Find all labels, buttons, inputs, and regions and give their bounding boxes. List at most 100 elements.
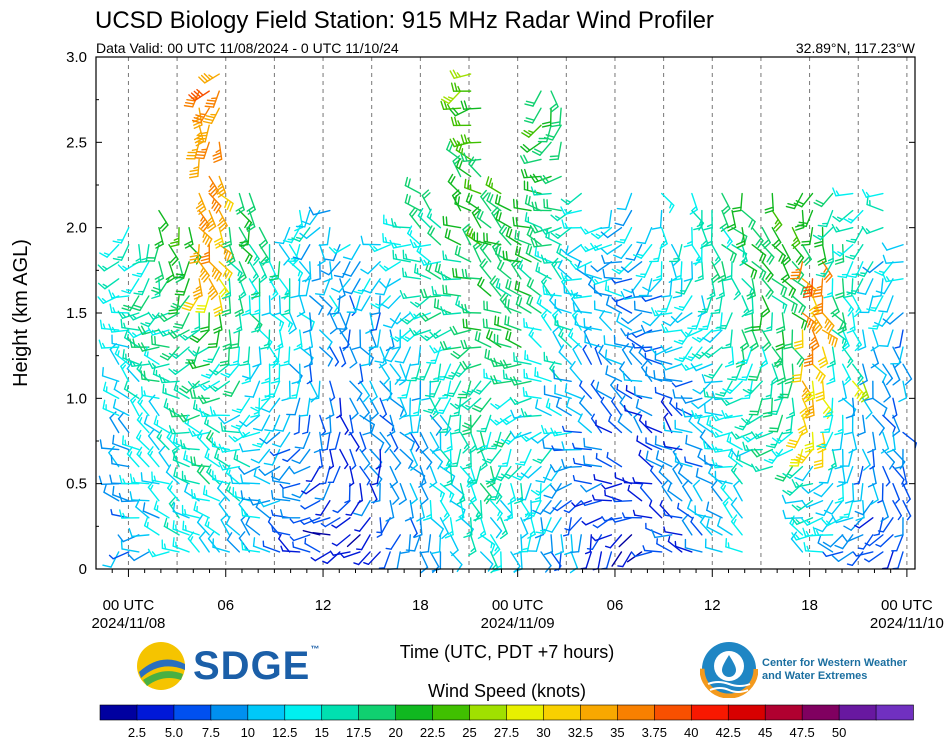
- wind-barb: [287, 380, 301, 399]
- wind-barb: [751, 261, 767, 281]
- wind-barb: [828, 448, 837, 471]
- wind-barb: [685, 434, 703, 451]
- wind-barb: [406, 225, 422, 246]
- wind-barb: [814, 226, 824, 248]
- wind-barb: [714, 470, 733, 485]
- wind-barb: [288, 261, 304, 282]
- wind-barb: [218, 497, 231, 519]
- wind-barb: [477, 431, 492, 450]
- wind-barb: [101, 366, 120, 382]
- wind-barb: [440, 271, 462, 281]
- wind-barb: [600, 244, 623, 255]
- wind-barb: [409, 517, 418, 538]
- wind-barb: [836, 465, 846, 488]
- wind-barb: [429, 448, 444, 470]
- wind-barb: [246, 192, 256, 215]
- wind-barb: [543, 124, 562, 141]
- wind-barb: [699, 429, 713, 451]
- wind-barb: [133, 278, 150, 296]
- wind-barb: [174, 278, 190, 296]
- wind-barb: [237, 261, 247, 284]
- wind-barb: [274, 414, 291, 432]
- wind-barb: [535, 465, 552, 483]
- wind-barb: [262, 540, 281, 553]
- wind-barb: [103, 483, 120, 502]
- wind-barb: [426, 208, 442, 229]
- wind-barb: [539, 226, 562, 235]
- wind-barb: [196, 463, 210, 485]
- x-tick-label: 18: [412, 597, 429, 614]
- wind-barb: [319, 329, 333, 350]
- wind-barb: [180, 439, 200, 451]
- wind-barb: [614, 209, 633, 227]
- wind-barb: [781, 494, 804, 504]
- wind-barb: [349, 346, 358, 369]
- wind-barb: [692, 479, 703, 502]
- wind-barb: [730, 431, 753, 440]
- sdge-logo-text: SDGE: [193, 644, 311, 688]
- wind-barb: [750, 431, 773, 440]
- wind-barb: [715, 278, 725, 300]
- wind-barb: [198, 261, 210, 283]
- wind-barb: [261, 397, 281, 413]
- wind-barb: [504, 315, 522, 331]
- wind-barb: [741, 295, 750, 318]
- wind-barb: [722, 261, 733, 282]
- wind-barb: [473, 231, 492, 246]
- wind-barb: [864, 534, 884, 547]
- wind-barb: [550, 209, 572, 222]
- wind-barb: [620, 328, 643, 337]
- wind-barb: [789, 261, 804, 280]
- wind-barb: [490, 375, 512, 385]
- wind-barb: [892, 465, 905, 485]
- wind-barb: [560, 192, 582, 205]
- wind-barb: [319, 414, 327, 436]
- colorbar-tick-label: 10: [241, 725, 255, 740]
- wind-barb: [454, 195, 472, 212]
- wind-barb: [369, 482, 378, 504]
- wind-barb: [857, 329, 867, 351]
- wind-barb: [159, 346, 180, 361]
- wind-barb: [802, 278, 814, 299]
- wind-barb: [737, 363, 753, 381]
- sdge-sun-icon: [137, 642, 185, 690]
- wind-barb: [663, 441, 683, 451]
- wind-barb: [677, 502, 693, 519]
- wind-barb: [319, 295, 333, 316]
- wind-barb: [479, 534, 496, 554]
- wind-barb: [831, 514, 854, 524]
- wind-barb: [207, 278, 219, 301]
- wind-barb: [359, 397, 370, 420]
- wind-barb: [222, 329, 232, 351]
- wind-barb: [799, 397, 811, 420]
- wind-barb: [238, 531, 251, 553]
- wind-barb: [837, 261, 854, 279]
- wind-barb: [650, 465, 663, 485]
- wind-barb: [359, 465, 371, 486]
- wind-barb: [439, 517, 449, 540]
- wind-barb: [292, 244, 311, 261]
- wind-barb: [303, 346, 313, 368]
- wind-barb: [845, 397, 855, 419]
- wind-barb: [431, 431, 442, 453]
- wind-barb: [304, 537, 321, 553]
- wind-barb: [467, 465, 482, 484]
- wind-barb: [437, 414, 452, 433]
- wind-barb: [370, 295, 381, 316]
- wind-barb: [168, 363, 190, 375]
- wind-barb: [520, 408, 542, 418]
- wind-barb: [440, 90, 462, 105]
- wind-barb: [793, 448, 814, 464]
- wind-barb: [434, 397, 452, 415]
- wind-barb: [299, 226, 321, 240]
- wind-barb: [360, 235, 381, 246]
- wind-barb: [495, 278, 512, 297]
- wind-barb: [561, 425, 582, 434]
- wind-barb: [409, 239, 432, 249]
- wind-barb: [404, 176, 422, 195]
- colorbar-tick-label: 17.5: [346, 725, 371, 740]
- wind-barb: [524, 90, 542, 107]
- wind-barb: [335, 312, 351, 330]
- colorbar-swatch: [727, 704, 766, 721]
- wind-barb: [603, 335, 623, 348]
